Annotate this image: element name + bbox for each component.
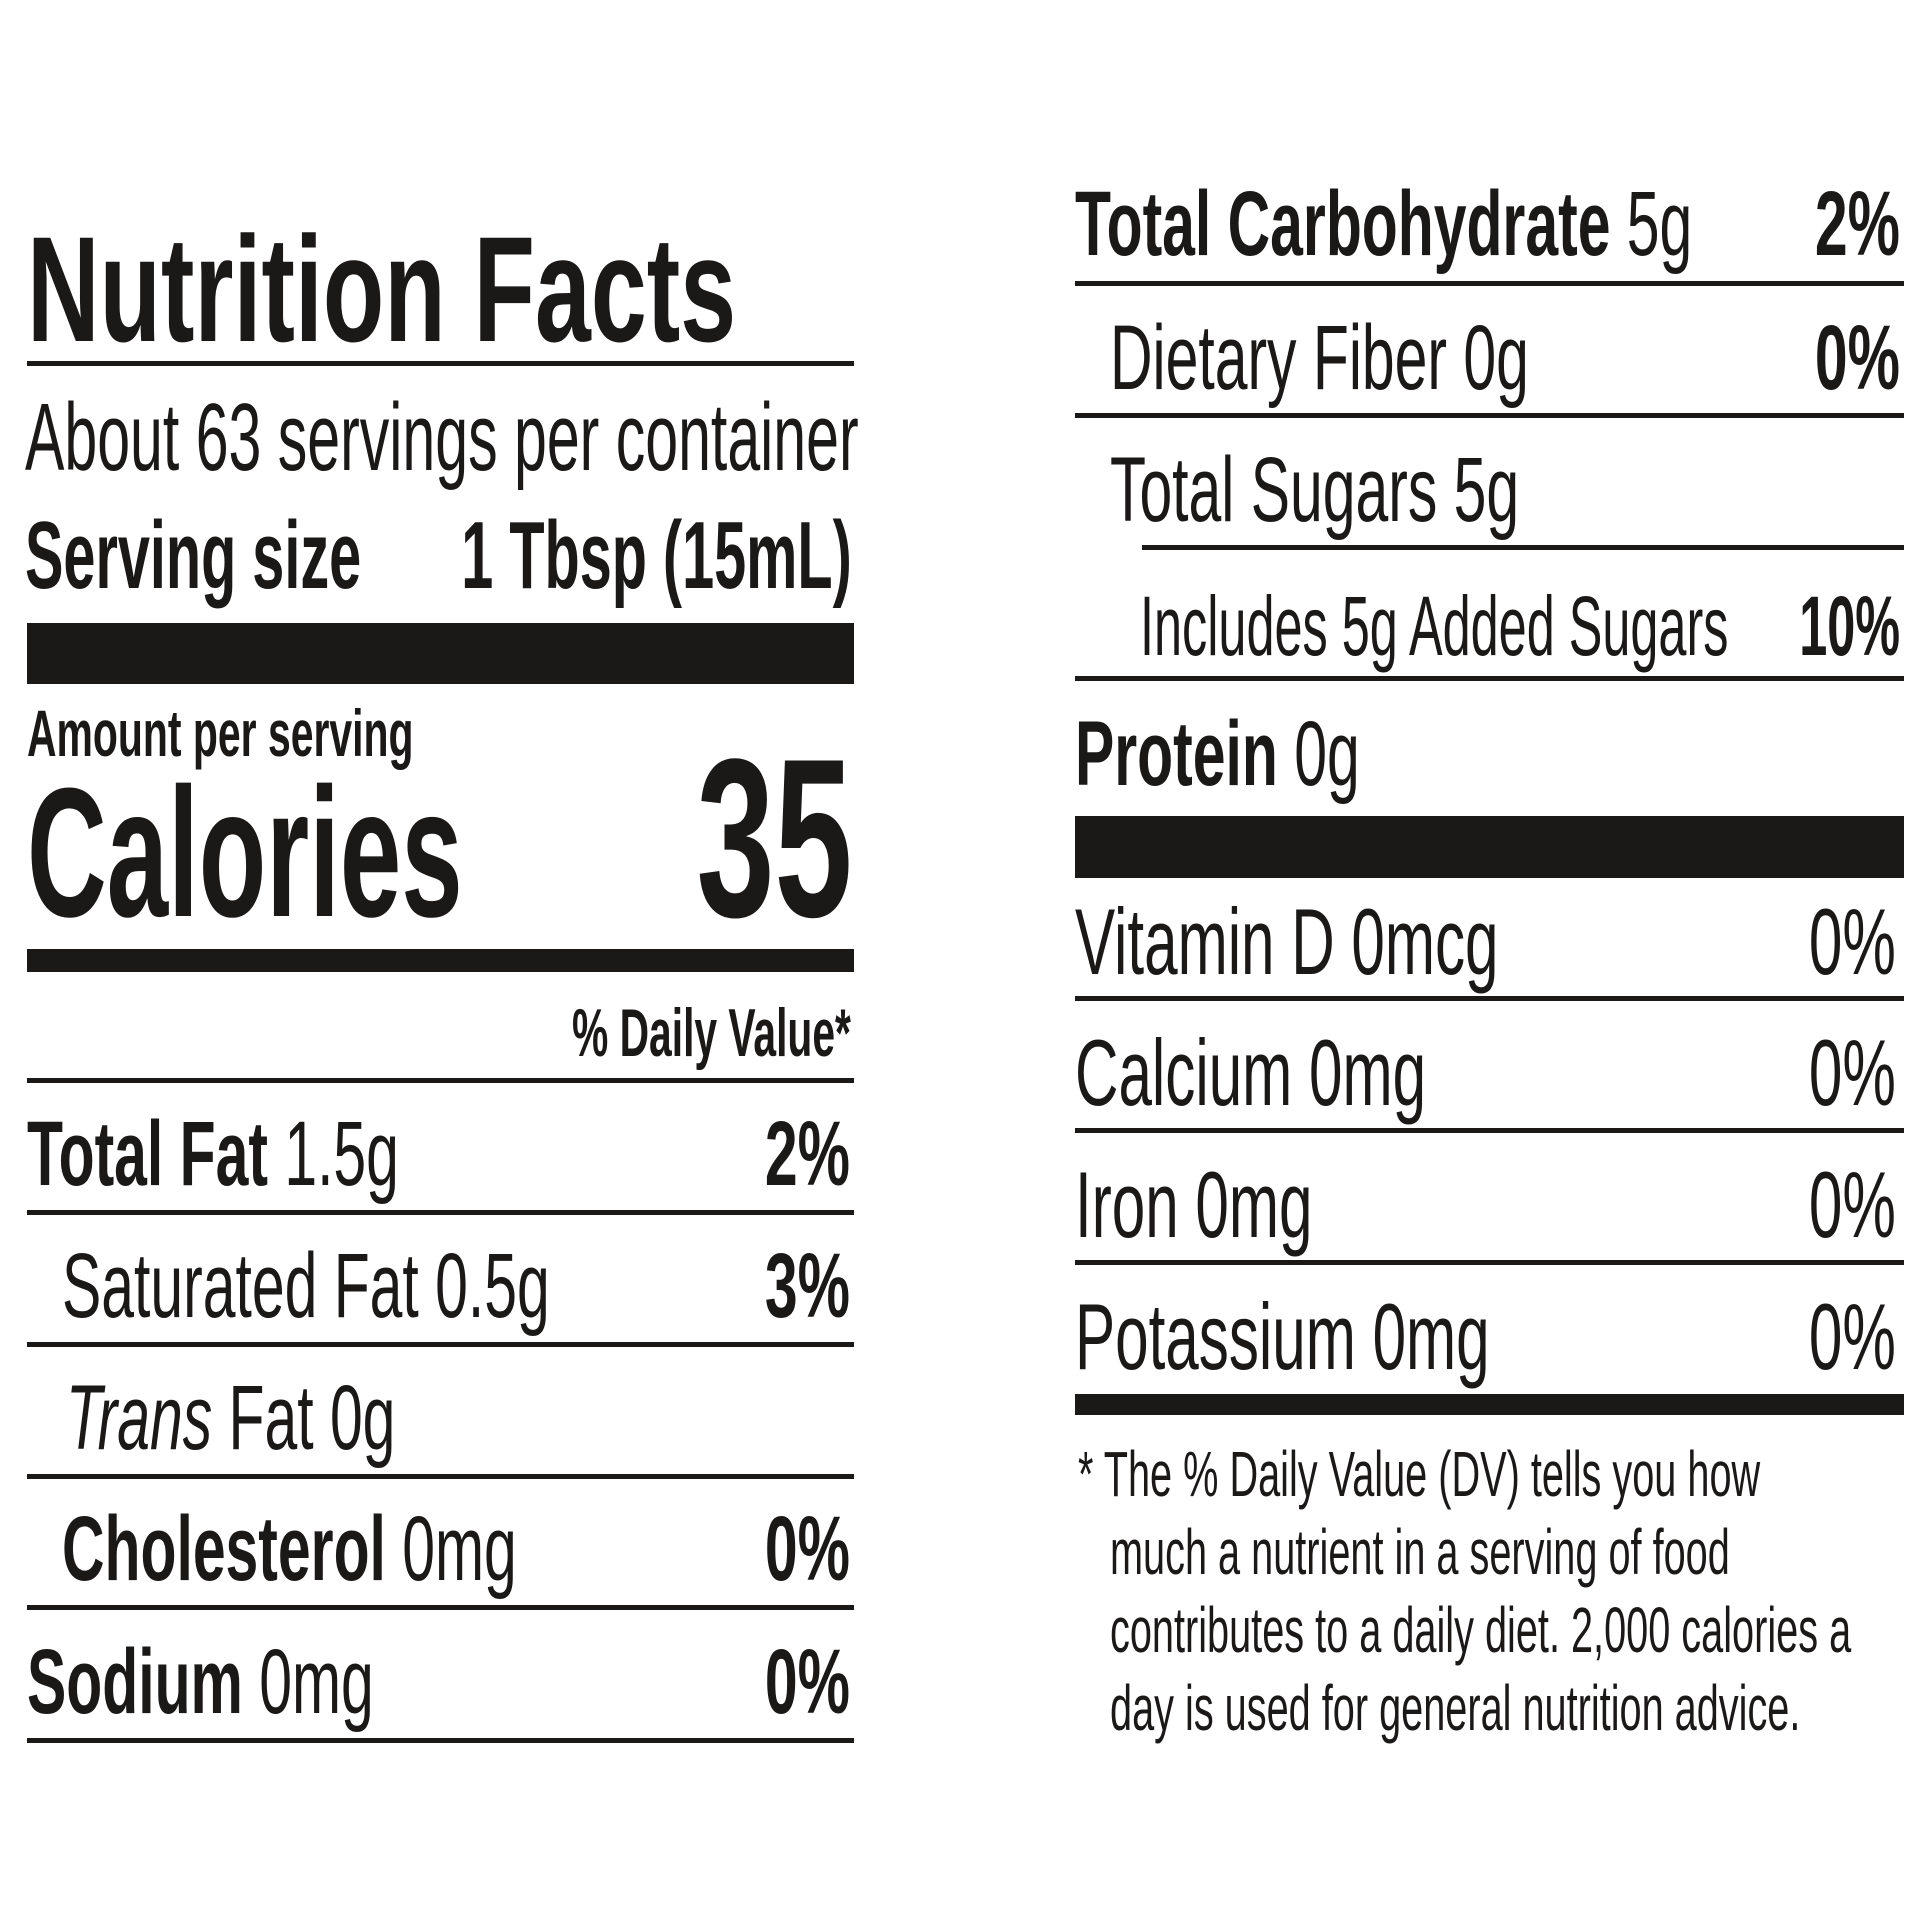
nutrient-dv: 0% [1814,307,1900,409]
rule-dietary-fiber [1075,413,1904,418]
rule-added-sugars [1075,676,1904,681]
nutrient-name: Sodium [27,1631,243,1733]
footnote-line-3: contributes to a daily diet. 2,000 calor… [1110,1594,1852,1666]
nutrient-amount: 0mg [1309,1020,1427,1125]
daily-value-header: % Daily Value* [572,995,851,1071]
rule-calcium [1075,1128,1904,1133]
nutrient-name: Total Fat [27,1103,268,1205]
nutrient-amount: 0mg [1372,1284,1490,1389]
rule-saturated-fat [27,1342,854,1347]
nutrient-name: Saturated Fat [62,1235,419,1337]
nutrient-amount: 1.5g [284,1103,399,1205]
footnote-line-1: * The % Daily Value (DV) tells you how [1078,1438,1761,1510]
nutrient-amount: 0mg [1195,1152,1313,1257]
title-rule [27,361,854,366]
nutrient-amount: 0mg [259,1631,374,1733]
nutrient-name: Iron [1075,1152,1179,1257]
rule-iron [1075,1260,1904,1265]
nutrient-name: Vitamin D [1075,889,1335,994]
nutrient-dv: 0% [1809,1020,1896,1125]
nutrient-name: Fat [228,1367,314,1469]
nutrient-dv: 2% [764,1103,850,1205]
thick-bar-vitamins [1075,816,1904,878]
nutrient-name: Protein [1075,703,1278,805]
nutrient-name: Potassium [1075,1284,1356,1389]
rule-total-carbohydrate [1075,281,1904,286]
nutrient-name: Cholesterol [62,1498,386,1600]
calories-value: 35 [696,711,852,964]
nutrient-name: Dietary Fiber [1110,307,1448,409]
nutrient-amount: 0g [1463,307,1529,409]
rule-vitamin-d [1075,996,1904,1001]
nutrient-amount: 5g [1626,173,1693,275]
thick-bar-bottom [1075,1394,1904,1415]
nutrient-name: Total Sugars [1110,439,1438,541]
rule-sodium [27,1738,854,1743]
rule-total-sugars [1142,545,1904,550]
nutrient-name: Calcium [1075,1020,1293,1125]
nutrient-dv: 0% [764,1631,850,1733]
nutrient-dv: 3% [764,1235,850,1337]
nutrient-dv: 10% [1799,579,1900,673]
serving-size-label: Serving size [25,502,362,609]
nutrient-dv: 0% [1809,1152,1896,1257]
rule-trans-fat [27,1474,854,1479]
amount-per-serving: Amount per serving [27,696,414,770]
nutrient-amount: 5g [1453,439,1520,541]
nutrient-amount: 0mcg [1351,889,1499,994]
nutrient-name: Total Carbohydrate [1075,173,1611,275]
nutrient-amount: 0mg [402,1498,517,1600]
nutrient-dv: 0% [1809,1284,1896,1389]
nutrient-name: Includes 5g Added Sugars [1140,579,1729,673]
rule-cholesterol [27,1605,854,1610]
label-title: Nutrition Facts [27,205,737,373]
footnote-line-4: day is used for general nutrition advice… [1110,1672,1801,1744]
calories-label: Calories [27,749,463,955]
rule-total-fat [27,1210,854,1215]
rule-dv [27,1078,854,1083]
nutrient-amount: 0.5g [435,1235,550,1337]
nutrient-name-italic: Trans [66,1367,213,1469]
nutrient-dv: 0% [1809,889,1896,994]
thick-bar-calories [27,949,854,972]
nutrient-dv: 2% [1814,173,1900,275]
nutrient-amount: 0g [1294,703,1360,805]
servings-per-container: About 63 servings per container [25,384,859,491]
serving-size-value: 1 Tbsp (15mL) [461,502,852,609]
footnote-line-2: much a nutrient in a serving of food [1110,1516,1730,1588]
thick-bar-top [27,623,854,684]
nutrient-dv: 0% [764,1498,850,1600]
nutrient-amount: 0g [329,1367,396,1469]
